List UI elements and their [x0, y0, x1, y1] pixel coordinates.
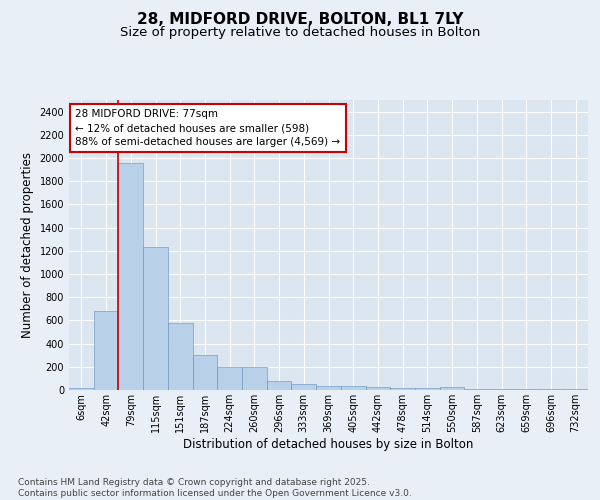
Text: 28 MIDFORD DRIVE: 77sqm
← 12% of detached houses are smaller (598)
88% of semi-d: 28 MIDFORD DRIVE: 77sqm ← 12% of detache…: [75, 110, 340, 148]
Bar: [464, 389, 489, 390]
Bar: [217, 367, 242, 390]
Bar: [143, 248, 168, 390]
Bar: [193, 354, 217, 390]
Bar: [292, 384, 316, 390]
Text: 28, MIDFORD DRIVE, BOLTON, BL1 7LY: 28, MIDFORD DRIVE, BOLTON, BL1 7LY: [137, 12, 463, 28]
Y-axis label: Number of detached properties: Number of detached properties: [21, 152, 34, 338]
Bar: [563, 389, 588, 390]
Text: Contains HM Land Registry data © Crown copyright and database right 2025.
Contai: Contains HM Land Registry data © Crown c…: [18, 478, 412, 498]
Bar: [242, 368, 267, 390]
Bar: [118, 162, 143, 390]
Bar: [94, 311, 118, 390]
Bar: [316, 386, 341, 390]
Bar: [69, 388, 94, 390]
Bar: [341, 386, 365, 390]
Bar: [440, 387, 464, 390]
X-axis label: Distribution of detached houses by size in Bolton: Distribution of detached houses by size …: [184, 438, 473, 450]
Bar: [365, 386, 390, 390]
Bar: [415, 388, 440, 390]
Bar: [267, 380, 292, 390]
Bar: [168, 322, 193, 390]
Text: Size of property relative to detached houses in Bolton: Size of property relative to detached ho…: [120, 26, 480, 39]
Bar: [390, 388, 415, 390]
